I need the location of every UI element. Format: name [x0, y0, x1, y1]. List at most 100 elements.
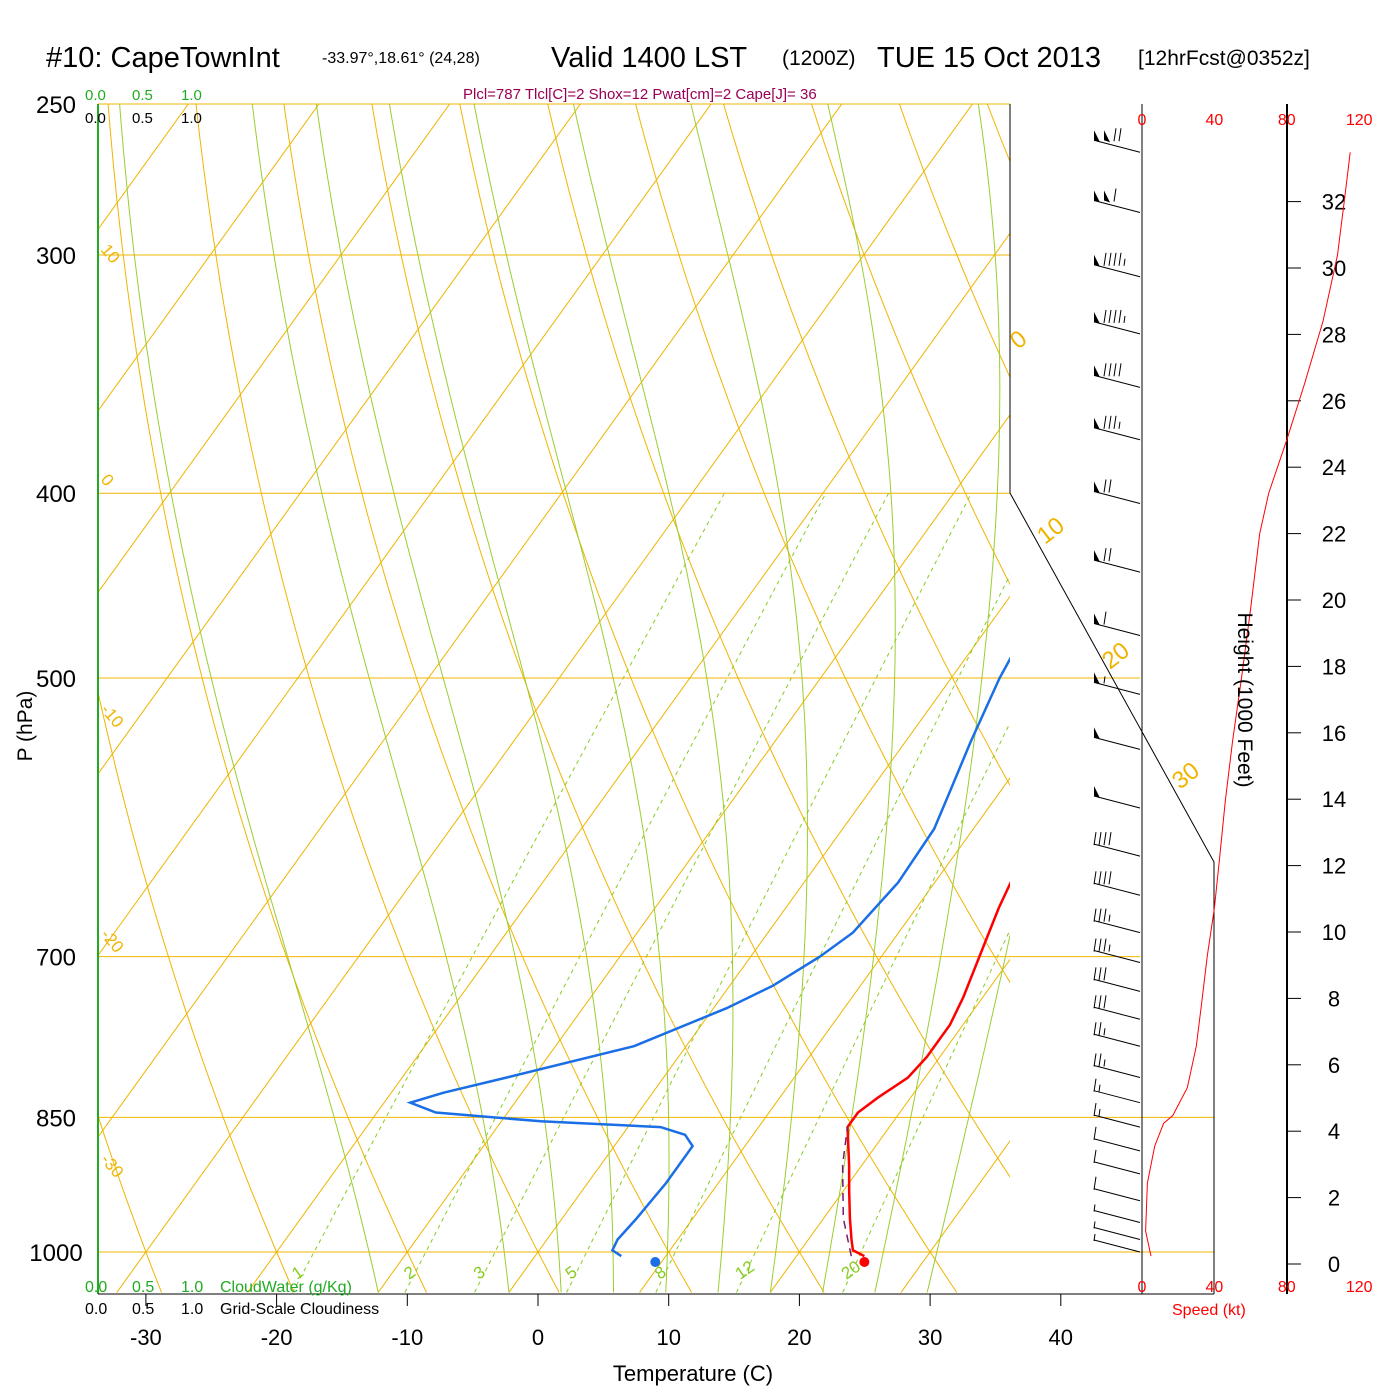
wind-half-barb — [1108, 914, 1111, 922]
forecast-info: [12hrFcst@0352z] — [1138, 47, 1310, 70]
dry-adiabat-line — [1148, 70, 1400, 1292]
wind-barb — [1098, 908, 1102, 922]
surface-temperature-marker — [859, 1257, 870, 1267]
speed-tick-label-bottom: 40 — [1206, 1279, 1224, 1296]
pressure-tick-label: 400 — [36, 481, 76, 508]
wind-barb — [1093, 1103, 1097, 1117]
wind-barb — [1103, 479, 1107, 493]
series-parcel-line — [841, 1127, 853, 1257]
wind-barb — [1103, 611, 1107, 625]
wind-barb — [1103, 995, 1107, 1009]
wind-barb — [1103, 415, 1107, 429]
cloudiness-label: Grid-Scale Cloudiness — [220, 1301, 379, 1318]
cloud-top-black-1: 0.5 — [132, 110, 153, 127]
wind-barb-staff — [1093, 1006, 1141, 1020]
pressure-tick-label: 300 — [36, 243, 76, 270]
height-tick-label: 12 — [1322, 854, 1346, 879]
wind-barb-staff — [1093, 681, 1141, 695]
speed-axis-title: Speed (kt) — [1172, 1302, 1246, 1319]
wind-barb — [1103, 363, 1107, 377]
wind-barb — [1108, 871, 1112, 885]
wind-pennant — [1094, 550, 1100, 563]
wind-barb-staff — [1093, 1227, 1141, 1240]
wind-barb — [1103, 548, 1107, 562]
dry-adiabat-line — [98, 1114, 162, 1293]
isotherm-label: 30 — [1167, 757, 1205, 795]
pressure-tick-label: 1000 — [29, 1240, 82, 1267]
isotherm-line — [98, 104, 843, 1138]
wind-barb — [1103, 832, 1107, 846]
y-axis-title: P (hPa) — [14, 691, 37, 762]
mixing-ratio-line — [404, 492, 827, 1293]
wind-barb-staff — [1093, 427, 1141, 441]
pressure-tick-label: 250 — [36, 92, 76, 119]
dry-adiabat-label: -20 — [97, 925, 127, 956]
wind-barb-staff — [1093, 1138, 1141, 1152]
wind-barb — [1103, 908, 1107, 922]
speed-tick-label-bottom: 0 — [1138, 1279, 1147, 1296]
height-tick-label: 4 — [1328, 1119, 1340, 1144]
dry-adiabat-line — [1322, 70, 1400, 1292]
wind-barb-staff — [1093, 1188, 1141, 1202]
height-tick-label: 0 — [1328, 1252, 1340, 1277]
isotherm-line — [98, 104, 320, 412]
dry-adiabat-line — [722, 104, 1010, 787]
height-tick-label: 24 — [1322, 455, 1346, 480]
wind-barb — [1093, 967, 1097, 981]
height-axis-title: Height (1000 Feet) — [1233, 612, 1256, 787]
wind-barb — [1093, 1149, 1097, 1163]
speed-tick-label-bottom: 120 — [1346, 1279, 1373, 1296]
wind-barb-staff — [1093, 321, 1141, 335]
wind-barb — [1108, 479, 1112, 493]
stability-indices: Plcl=787 Tlcl[C]=2 Shox=12 Pwat[cm]=2 Ca… — [463, 86, 817, 103]
mixing-ratio-line — [566, 492, 972, 1293]
wind-barb — [1108, 548, 1112, 562]
wind-barb-staff — [1093, 200, 1141, 213]
wind-barb — [1098, 1053, 1102, 1067]
valid-date: TUE 15 Oct 2013 — [877, 42, 1101, 74]
wind-barb — [1103, 252, 1107, 266]
pressure-tick-label: 700 — [36, 945, 76, 972]
wind-barb — [1108, 252, 1112, 266]
wind-barb — [1113, 188, 1117, 202]
dry-adiabat-line — [547, 104, 1010, 1178]
cloud-top-green-0: 0.0 — [85, 87, 106, 104]
wind-pennant — [1094, 130, 1100, 143]
dry-adiabat-line — [635, 104, 1010, 984]
wind-pennant — [1094, 254, 1100, 267]
wind-pennant — [1094, 311, 1100, 324]
wind-barb-staff — [1093, 978, 1141, 992]
height-tick-label: 30 — [1322, 256, 1346, 281]
isotherm-line — [116, 104, 974, 1293]
height-tick-label: 16 — [1322, 721, 1346, 746]
wind-half-barb — [1108, 944, 1111, 952]
speed-tick-label-top: 0 — [1138, 112, 1147, 129]
height-tick-label: 10 — [1322, 920, 1346, 945]
zulu-time: (1200Z) — [782, 47, 856, 70]
wind-barb — [1098, 995, 1102, 1009]
dry-adiabat-line — [459, 104, 958, 1293]
wind-barbs — [1093, 128, 1141, 1253]
mixing-ratio-line — [655, 573, 1010, 1293]
isotherm-line — [377, 414, 1010, 1293]
speed-tick-label-bottom: 80 — [1278, 1279, 1296, 1296]
isotherm-line — [769, 958, 1010, 1293]
speed-tick-label-top: 80 — [1278, 112, 1296, 129]
dry-adiabat-line — [371, 104, 825, 1293]
wind-barb — [1098, 832, 1102, 846]
cloud-bottom-black-1: 0.5 — [132, 1301, 154, 1318]
wind-barb-staff — [1093, 1114, 1141, 1128]
wind-barb-staff — [1093, 559, 1141, 573]
wind-barb — [1093, 1022, 1097, 1036]
wind-pennant — [1104, 190, 1110, 203]
wind-barb — [1103, 967, 1107, 981]
wind-barb — [1108, 832, 1112, 846]
chart-axes: -30 -20 -10 0 10 20 30 402503004005007008501000… — [29, 92, 1346, 1350]
moist-adiabat-line — [572, 104, 734, 1293]
valid-time: Valid 1400 LST — [551, 42, 747, 74]
dry-adiabat-label: 10 — [97, 240, 124, 267]
cloud-bottom-black-2: 1.0 — [181, 1301, 203, 1318]
wind-barb — [1098, 1022, 1102, 1036]
